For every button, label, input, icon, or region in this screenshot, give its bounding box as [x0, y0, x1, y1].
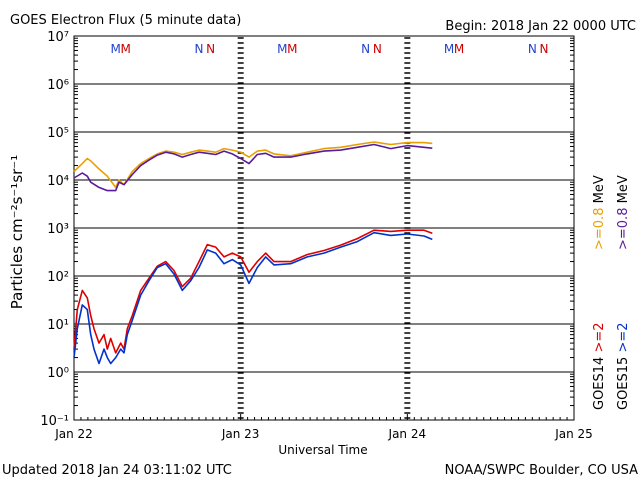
plot-frame [73, 35, 575, 421]
legend-energy: >=0.8 [616, 208, 631, 250]
updated-timestamp: Updated 2018 Jan 24 03:11:02 UTC [2, 463, 232, 478]
legend-satellite: GOES15 [616, 353, 631, 410]
legend-energy: >=2 [616, 322, 631, 352]
legend-energy: >=2 [592, 322, 607, 352]
y-tick-label: 10¹ [47, 318, 69, 333]
series-line [73, 231, 433, 365]
y-tick-label: 10² [47, 270, 69, 285]
orbit-marker: N [373, 42, 382, 56]
x-tick-label: Jan 24 [388, 427, 427, 441]
y-tick-label: 10⁰ [47, 366, 69, 381]
orbit-marker: M [120, 42, 130, 56]
orbit-marker: M [444, 42, 454, 56]
y-tick-label: 10⁷ [47, 30, 69, 45]
y-tick-label: 10⁴ [47, 174, 69, 189]
y-axis-label: Particles cm⁻²s⁻¹sr⁻¹ [8, 155, 26, 309]
orbit-marker: M [277, 42, 287, 56]
y-tick-label: 10⁵ [47, 126, 69, 141]
x-axis-label: Universal Time [278, 443, 367, 457]
legend-entry: >=0.8 MeV [616, 175, 631, 250]
y-tick-label: 10⁻¹ [40, 414, 69, 429]
legend-unit: MeV [616, 175, 631, 207]
orbit-marker: N [540, 42, 549, 56]
legend-unit: MeV [592, 175, 607, 207]
orbit-marker: N [206, 42, 215, 56]
orbit-marker: N [528, 42, 537, 56]
legend-entry: GOES14 >=2 [592, 322, 607, 410]
series-line [73, 229, 433, 354]
x-tick-label: Jan 22 [54, 427, 93, 441]
legend-entry: >=0.8 MeV [592, 175, 607, 250]
legend-energy: >=0.8 [592, 208, 607, 250]
credit-text: NOAA/SWPC Boulder, CO USA [445, 463, 638, 478]
legend-entry: GOES15 >=2 [616, 322, 631, 410]
x-tick-label: Jan 25 [554, 427, 593, 441]
legend-satellite: GOES14 [592, 353, 607, 410]
y-tick-label: 10³ [47, 222, 69, 237]
begin-time: Begin: 2018 Jan 22 0000 UTC [445, 19, 636, 34]
orbit-marker: N [361, 42, 370, 56]
series-line [73, 141, 433, 189]
y-tick-label: 10⁶ [47, 78, 69, 93]
chart-title: GOES Electron Flux (5 minute data) [10, 13, 241, 28]
series-line [73, 143, 433, 192]
orbit-marker: M [454, 42, 464, 56]
plot-area: 10⁻¹ 10⁰ 10¹ 10² 10³ 10⁴ 10⁵ 10⁶ 10⁷ Jan 22 Jan 23… [40, 30, 592, 441]
x-tick-label: Jan 23 [221, 427, 260, 441]
orbit-marker: N [195, 42, 204, 56]
orbit-marker: M [110, 42, 120, 56]
orbit-marker: M [287, 42, 297, 56]
